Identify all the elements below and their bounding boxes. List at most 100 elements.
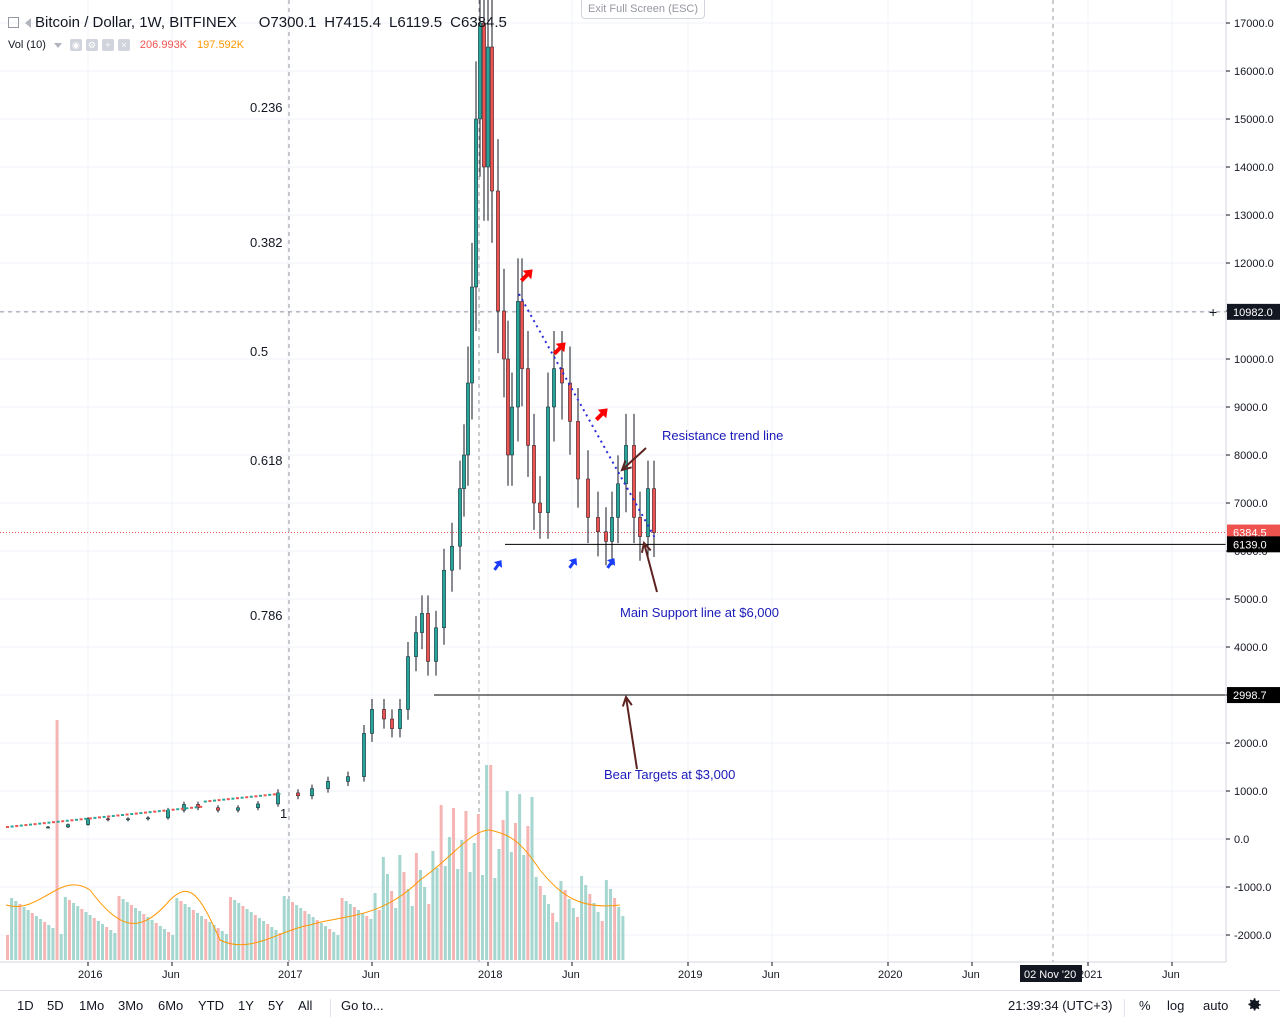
volume-label[interactable]: Vol (10) [8,39,46,51]
price-tick-label: 2000.0 [1234,738,1268,750]
volume-bar-down [452,808,456,960]
add-icon[interactable]: + [101,39,114,51]
time-tick-label: Jun [1162,969,1180,981]
volume-bar-up [39,919,43,960]
fib-label-0-236: 0.236 [250,100,283,115]
volume-bar-up [88,915,92,960]
volume-bar-up [406,889,410,960]
timeframe-1d-button[interactable]: 1D [17,998,34,1013]
volume-bar-up [212,925,216,960]
candle-small [15,825,19,828]
volume-bar-up [113,933,117,960]
candle-small [254,795,258,798]
timeframe-5y-button[interactable]: 5Y [268,998,284,1013]
volume-bar-up [59,934,63,960]
volume-bar-down [55,720,59,960]
volume-bar-up [274,930,278,960]
resistance-pointer-arrow [621,447,647,471]
log-toggle[interactable]: log [1167,998,1185,1013]
volume-bar-down [92,918,96,960]
price-tick-label: 13000.0 [1234,210,1274,222]
settings-icon[interactable]: ⚙ [85,39,98,51]
time-tick-label: 2018 [478,969,502,981]
candle-down [216,807,220,811]
candle-up [86,818,90,825]
volume-bar-up [369,919,373,960]
volume-bar-down [43,922,47,960]
candle-small [144,811,147,814]
candle-small [268,793,272,796]
crosshair-price-tag: 10982.0 [1233,307,1273,319]
toolbar-divider [330,999,331,1017]
timeframe-3mo-button[interactable]: 3Mo [118,998,144,1013]
candle-small [56,820,60,823]
timeframe-1y-button[interactable]: 1Y [238,998,254,1013]
candle-small [19,824,23,827]
high-value: 7415.4 [335,14,382,31]
volume-bar-down [216,928,220,960]
volume-bar-up [286,899,290,960]
collapse-legend-icon[interactable] [8,17,19,28]
goto-button[interactable]: Go to... [341,998,384,1013]
volume-bar-up [534,877,538,960]
volume-bar-up [109,930,113,960]
volume-bar-up [233,900,237,960]
candle-small [217,799,221,802]
price-tick-label: 15000.0 [1234,114,1274,126]
volume-bar-up [332,932,336,960]
volume-bar-up [571,908,575,960]
crosshair-price-tag-bg [1227,303,1280,320]
candle-small [263,794,267,797]
candle-down [520,301,524,369]
close-icon[interactable]: × [117,39,130,51]
red-arrow-icon [552,342,566,356]
volume-bar-down [439,805,443,960]
bear-annotation: Bear Targets at $3,000 [604,767,735,782]
volume-bar-up [125,902,129,960]
timeframe-6mo-button[interactable]: 6Mo [158,998,184,1013]
candle-small [10,825,14,828]
timeframe-5d-button[interactable]: 5D [47,998,64,1013]
exit-fullscreen-button[interactable]: Exit Full Screen (ESC) [581,0,706,19]
eye-icon[interactable]: ◉ [69,39,82,51]
timeframe-all-button[interactable]: All [298,998,313,1013]
candle-up [146,817,150,820]
candle-small [190,806,193,809]
volume-bar-up [385,874,389,960]
candle-small [208,800,212,803]
candle-small [121,814,124,816]
symbol-legend: Bitcoin / Dollar, 1W, BITFINEX O7300.1 H… [8,14,507,31]
volume-bar-down [563,890,567,960]
candle-small [116,814,120,817]
timeframe-ytd-button[interactable]: YTD [198,998,224,1013]
volume-bar-down [538,886,542,960]
volume-bar-up [617,907,621,960]
legend-arrow-icon[interactable] [25,17,31,28]
volume-bar-down [105,927,109,960]
red-arrow-shape [552,342,566,356]
volume-bar-down [253,915,257,960]
volume-bar-down [290,902,294,960]
volume-bar-down [179,901,183,960]
close-label: C [450,14,461,31]
fib-label-0-786: 0.786 [250,608,283,623]
candle-up [616,483,620,518]
candle-small [111,814,115,817]
gear-icon[interactable] [1245,996,1263,1014]
volume-bar-down [489,765,493,960]
symbol-title[interactable]: Bitcoin / Dollar, 1W, BITFINEX [35,14,237,31]
candle-down [490,46,494,192]
volume-dropdown-icon[interactable] [53,42,62,48]
volume-bar-up [183,904,187,960]
volume-bar-down [18,904,22,960]
candle-small [194,806,198,809]
auto-toggle[interactable]: auto [1203,998,1229,1013]
candle-up [362,733,366,777]
percent-toggle[interactable]: % [1139,998,1151,1013]
timeframe-1mo-button[interactable]: 1Mo [79,998,105,1013]
volume-bar-up [187,907,191,960]
volume-bar-up [419,870,422,960]
low-value: 6119.5 [397,14,443,31]
